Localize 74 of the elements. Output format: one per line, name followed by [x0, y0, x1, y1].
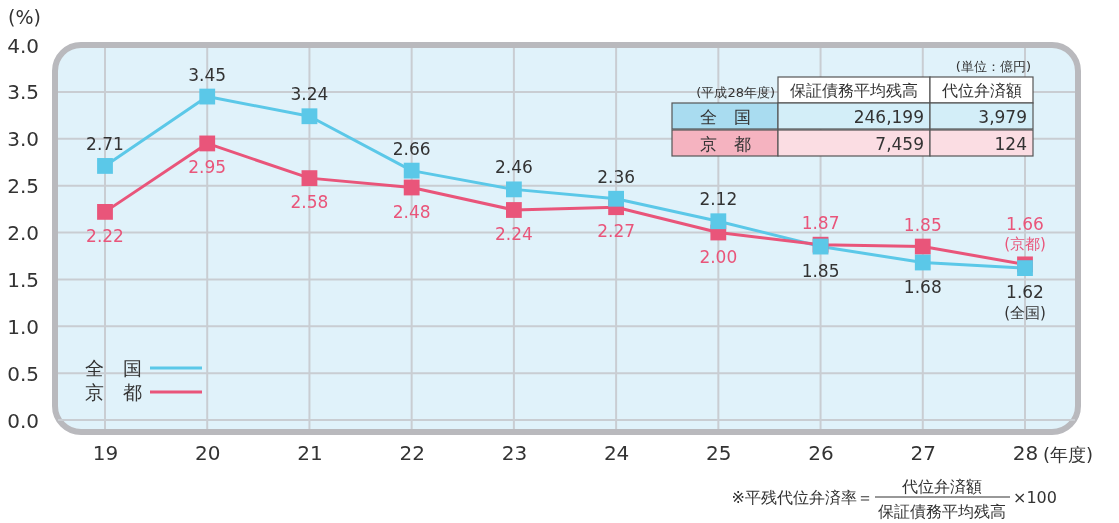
annotation: (平成28年度) [696, 85, 775, 100]
data-label: 2.58 [290, 192, 329, 213]
y-tick-label: 3.5 [7, 80, 39, 105]
y-tick-label: 0.0 [7, 408, 39, 433]
annotation: (全国) [1004, 304, 1046, 323]
text: 代位弁済額 [901, 477, 982, 496]
legend-label: 全 国 [85, 357, 142, 379]
point [403, 179, 420, 196]
point [608, 190, 625, 207]
y-tick-label: 3.0 [7, 127, 39, 152]
point [199, 135, 216, 152]
data-label: 2.95 [188, 157, 227, 178]
x-tick-label: 23 [501, 441, 528, 466]
x-tick-label: 20 [195, 441, 221, 466]
annotation: 京 都 [699, 134, 751, 154]
data-label: 2.12 [699, 189, 738, 210]
point [301, 170, 318, 187]
y-tick-label: 4.0 [7, 33, 39, 58]
text: ※平残代位弁済率＝ [731, 488, 873, 507]
data-label: 1.66 [1006, 214, 1044, 235]
text: 保証債務平均残高 [878, 502, 1006, 521]
data-label: 3.24 [290, 84, 329, 105]
data-label: 1.62 [1006, 282, 1044, 303]
y-tick-label: 1.5 [7, 267, 39, 292]
x-tick-label: 19 [92, 441, 119, 466]
point [301, 108, 318, 125]
y-tick-label: 0.5 [7, 361, 39, 386]
y-tick-label: 2.5 [7, 174, 39, 199]
data-label: 2.71 [86, 133, 124, 154]
data-label: 1.85 [903, 214, 942, 235]
x-tick-label: 27 [910, 441, 936, 466]
x-tick-label: 24 [603, 441, 630, 466]
y-tick-label: 1.0 [7, 314, 39, 339]
x-axis-title: (年度) [1043, 444, 1094, 465]
data-label: 3.45 [188, 64, 227, 85]
data-label: 1.85 [801, 260, 840, 281]
annotation: (単位：億円) [955, 59, 1031, 74]
annotation: 代位弁済額 [940, 81, 1022, 100]
annotation: 3,979 [978, 107, 1027, 127]
point [403, 162, 420, 179]
data-label: 1.87 [801, 212, 840, 233]
x-tick-label: 28 [1012, 441, 1039, 466]
data-label: 1.68 [903, 276, 942, 297]
point [914, 238, 931, 255]
data-label: 2.00 [699, 246, 738, 267]
annotation: 124 [994, 134, 1027, 154]
point [710, 213, 727, 230]
point [914, 254, 931, 271]
annotation: 全 国 [699, 107, 751, 127]
data-label: 2.22 [86, 225, 124, 246]
x-tick-label: 21 [297, 441, 323, 466]
data-label: 2.48 [392, 201, 431, 222]
data-label: 2.27 [597, 221, 636, 242]
point [97, 203, 113, 220]
x-tick-label: 26 [808, 441, 834, 466]
data-label: 2.24 [494, 224, 533, 244]
point [1017, 260, 1033, 277]
data-label: 2.36 [597, 166, 636, 187]
annotation: 246,199 [853, 107, 924, 127]
legend-label: 京 都 [85, 381, 142, 403]
annotation: 保証債務平均残高 [790, 81, 918, 100]
text: ×100 [1013, 488, 1057, 507]
annotation: 7,459 [875, 134, 924, 154]
point [505, 181, 522, 198]
data-label: 2.66 [392, 138, 431, 159]
y-axis-title: (%) [8, 6, 41, 28]
x-tick-label: 25 [706, 441, 732, 466]
annotation: (京都) [1004, 235, 1046, 254]
point [505, 202, 522, 218]
y-tick-label: 2.0 [7, 221, 39, 245]
point [97, 158, 113, 174]
point [199, 88, 216, 105]
data-label: 2.46 [494, 157, 533, 178]
x-tick-label: 22 [399, 441, 425, 466]
